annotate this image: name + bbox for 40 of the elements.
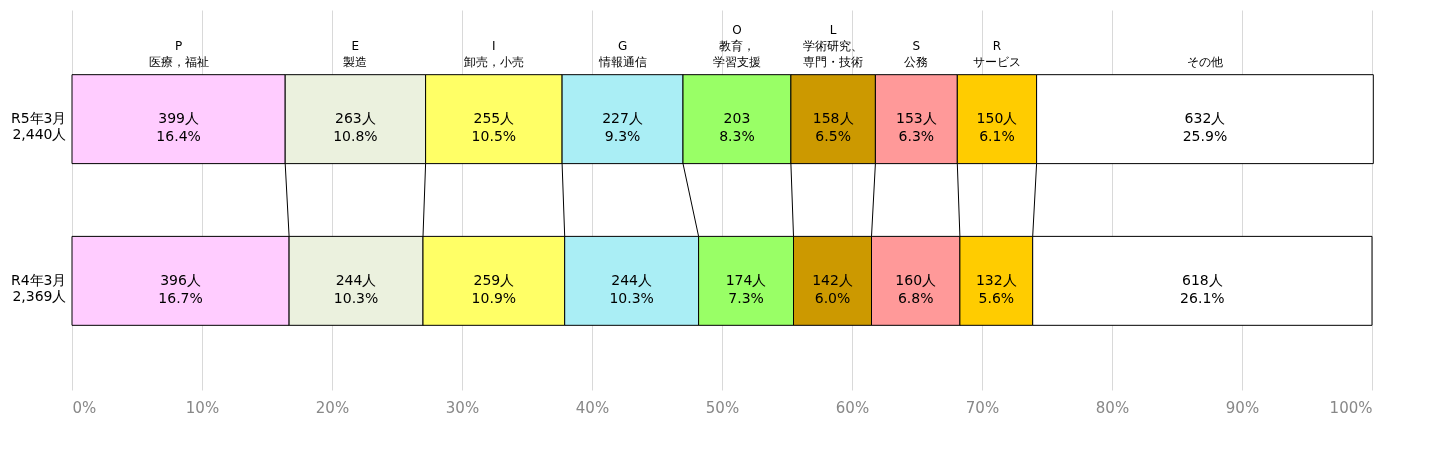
series-label: P 医療，福祉 [148, 38, 209, 69]
data-label: 396人 16.7% [158, 271, 203, 306]
data-label: 632人 25.9% [1182, 110, 1228, 145]
data-label: 259人 10.9% [471, 271, 517, 306]
x-tick-label: 80% [1095, 398, 1130, 417]
x-tick-label: 10% [185, 398, 220, 417]
series-label: I 卸売，小売 [463, 38, 524, 69]
x-tick-label: 30% [445, 398, 480, 417]
x-tick-label: 70% [965, 398, 1000, 417]
data-label: 174人 7.3% [725, 271, 767, 306]
data-label: 244人 10.3% [609, 271, 654, 306]
data-label: 263人 10.8% [333, 110, 378, 145]
series-label: その他 [1186, 54, 1223, 69]
y-tick-label: R5年3月 2,440人 [10, 110, 67, 143]
data-label: 618人 26.1% [1180, 271, 1225, 306]
data-label: 153人 6.3% [895, 110, 937, 145]
series-label: E 製造 [343, 38, 368, 69]
data-label: 255人 10.5% [471, 110, 517, 145]
x-tick-label: 60% [835, 398, 870, 417]
data-label: 399人 16.4% [156, 110, 201, 145]
x-tick-label: 90% [1225, 398, 1260, 417]
x-tick-label: 100% [1329, 398, 1373, 417]
data-label: 132人 5.6% [975, 271, 1017, 306]
data-label: 203 8.3% [719, 110, 755, 145]
data-label: 227人 9.3% [602, 110, 643, 145]
x-tick-label: 40% [575, 398, 610, 417]
series-label: L 学術研究、専門・技術 [803, 22, 864, 69]
y-tick-label: R4年3月 2,369人 [10, 271, 67, 304]
data-label: 150人 6.1% [976, 110, 1018, 145]
series-label: R サービス [972, 38, 1021, 69]
series-label: O 教育，学習支援 [712, 22, 761, 69]
data-label: 158人 6.5% [812, 110, 854, 145]
data-label: 244人 10.3% [333, 271, 379, 306]
x-tick-label: 20% [315, 398, 350, 417]
data-label: 142人 6.0% [812, 271, 853, 306]
x-tick-label: 0% [72, 398, 97, 417]
series-label: G 情報通信 [597, 38, 647, 69]
data-label: 160人 6.8% [895, 271, 937, 306]
series-label: S 公務 [904, 38, 929, 69]
x-tick-label: 50% [705, 398, 740, 417]
